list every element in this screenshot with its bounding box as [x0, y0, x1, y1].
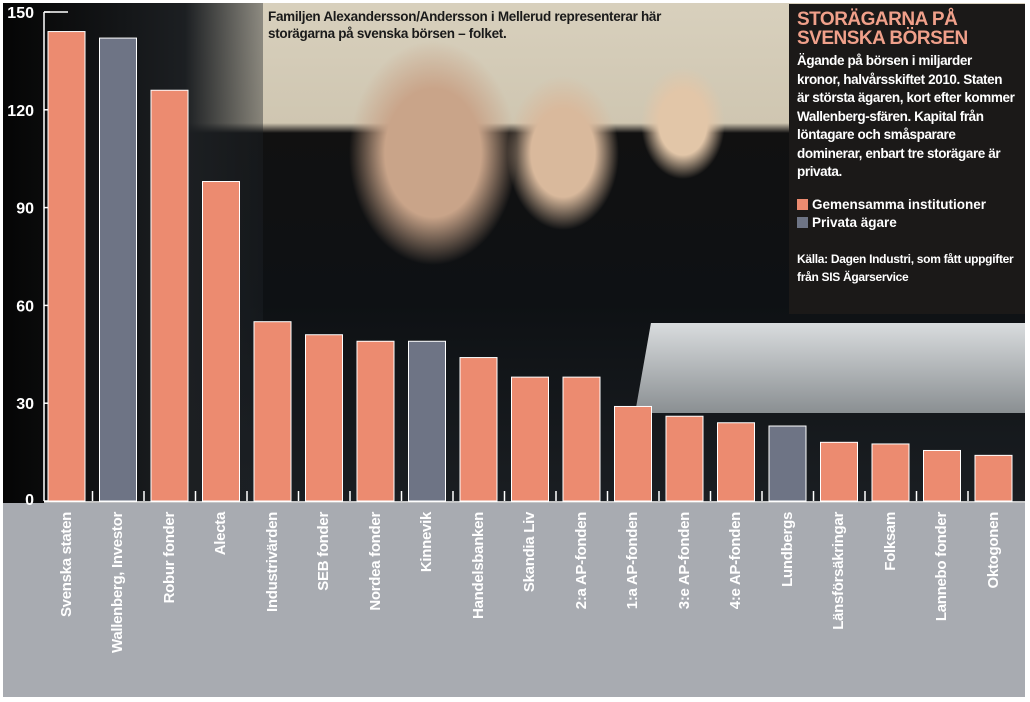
bar-wallenberg-investor — [99, 37, 137, 502]
category-label: Robur fonder — [160, 512, 178, 604]
bar-robur-fonder — [150, 89, 189, 502]
info-box: STORÄGARNA PÅ SVENSKA BÖRSEN Ägande på b… — [789, 4, 1025, 314]
y-tick-label: 30 — [16, 396, 34, 413]
category-label: Alecta — [212, 512, 229, 556]
legend: Gemensamma institutioner Privata ägare — [797, 196, 1017, 232]
legend-label: Privata ägare — [812, 214, 897, 230]
bar-4-e-ap-fonden — [717, 422, 755, 502]
category-label: Handelsbanken — [469, 512, 487, 619]
bar-industriv-rden — [253, 321, 292, 502]
bar-1-a-ap-fonden — [614, 405, 652, 502]
bar-seb-fonder — [305, 334, 343, 502]
category-label: Lundbergs — [778, 512, 796, 587]
category-label: Kinnevik — [418, 512, 435, 573]
bar-kinnevik — [408, 340, 446, 502]
y-tick-label: 150 — [7, 5, 34, 22]
bar-3-e-ap-fonden — [665, 415, 704, 502]
category-label: 3:e AP-fonden — [675, 512, 693, 610]
bar-lannebo-fonder — [923, 449, 961, 502]
category-label: SEB fonder — [315, 512, 332, 591]
bar-svenska-staten — [47, 31, 86, 502]
bar-oktogonen — [974, 454, 1013, 502]
category-label: Folksam — [881, 512, 899, 571]
category-label-panel — [3, 503, 1025, 697]
category-label: 4:e AP-fonden — [727, 512, 744, 610]
chart-title: STORÄGARNA PÅ SVENSKA BÖRSEN — [797, 9, 968, 49]
bar-skandia-liv — [511, 376, 549, 502]
legend-swatch — [797, 217, 808, 228]
category-label: Nordea fonder — [366, 512, 384, 611]
legend-label: Gemensamma institutioner — [812, 196, 987, 212]
chart-description: Ägande på börsen i miljarder kronor, hal… — [797, 53, 1015, 179]
y-tick-label: 60 — [16, 298, 34, 315]
bar-alecta — [202, 181, 240, 502]
category-label: Länsförsäkringar — [830, 512, 847, 630]
bar-l-nsf-rs-kringar — [820, 441, 858, 502]
category-label: Industrivärden — [263, 512, 281, 612]
bar-lundbergs — [768, 425, 807, 502]
bar-nordea-fonder — [356, 340, 395, 502]
category-label: Skandia Liv — [521, 512, 538, 593]
category-label: 2:a AP-fonden — [572, 512, 590, 610]
category-label: Oktogonen — [984, 512, 1002, 589]
y-tick-label: 120 — [7, 103, 34, 120]
legend-item-institutions: Gemensamma institutioner — [797, 196, 1017, 214]
category-label: Svenska staten — [57, 512, 75, 618]
source-note: Källa: Dagen Industri, som fått uppgifte… — [797, 251, 1014, 284]
category-label: 1:a AP-fonden — [624, 512, 641, 610]
bar-folksam — [871, 443, 910, 502]
y-tick-label: 90 — [16, 201, 34, 218]
category-label: Wallenberg, Investor — [109, 512, 126, 653]
photo-caption: Familjen Alexandersson/Andersson i Melle… — [268, 9, 662, 41]
y-tick-label: 0 — [25, 492, 34, 509]
bar-handelsbanken — [459, 357, 498, 502]
category-label: Lannebo fonder — [933, 512, 950, 622]
legend-swatch — [797, 199, 808, 210]
legend-item-private: Privata ägare — [797, 214, 1017, 232]
bar-2-a-ap-fonden — [562, 376, 601, 502]
